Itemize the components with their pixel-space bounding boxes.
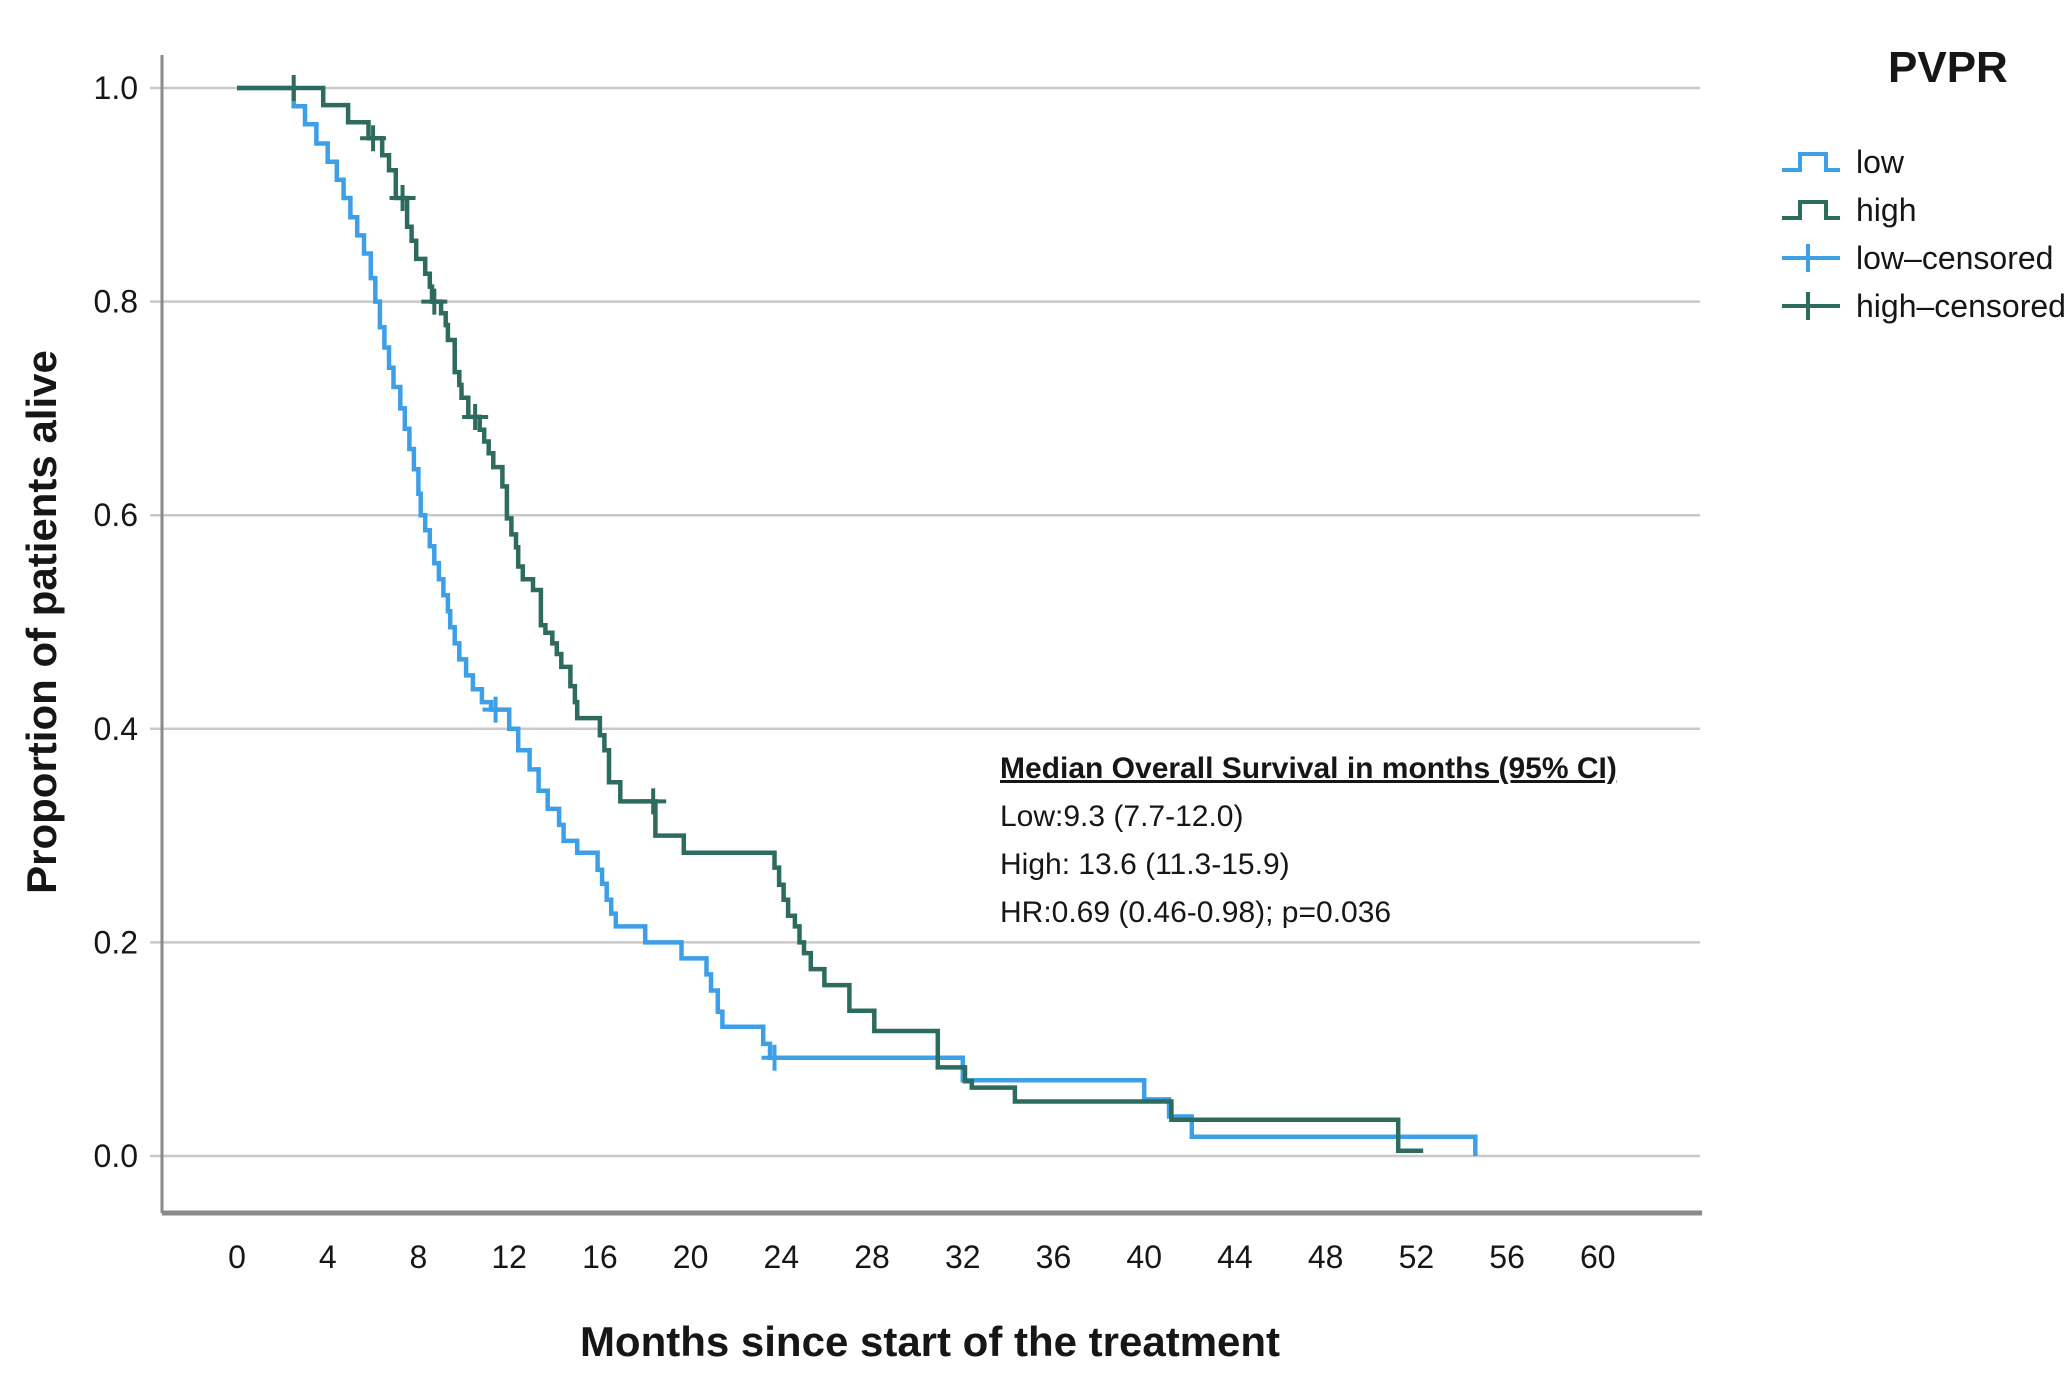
legend-item-label: low — [1856, 144, 1905, 180]
legend-items: low high low–censored high–censored — [1782, 144, 2064, 324]
x-tick-label: 16 — [582, 1239, 618, 1275]
x-tick-label: 20 — [673, 1239, 709, 1275]
legend-step-glyph-icon — [1782, 200, 1840, 220]
survival-curve-high — [237, 85, 1424, 1153]
y-tick-label: 0.2 — [94, 924, 138, 960]
x-tick-label: 40 — [1126, 1239, 1162, 1275]
legend-item-low: low — [1782, 144, 1905, 180]
annotation-line-high: High: 13.6 (11.3-15.9) — [1000, 848, 1290, 881]
gridlines — [150, 86, 1700, 1158]
x-tick-label: 56 — [1489, 1239, 1525, 1275]
legend-title: PVPR — [1888, 43, 2008, 92]
plot-frame — [160, 55, 1702, 1216]
legend-item-label: high–censored — [1856, 288, 2064, 324]
legend-item-high-censored: high–censored — [1782, 288, 2064, 324]
x-tick-label: 60 — [1580, 1239, 1616, 1275]
x-tick-label: 24 — [764, 1239, 800, 1275]
y-tick-label: 0.0 — [94, 1138, 138, 1174]
x-tick-label: 8 — [410, 1239, 428, 1275]
legend: PVPR low high low–censored high–censored — [1782, 43, 2064, 324]
x-tick-label: 0 — [228, 1239, 246, 1275]
annotation-line-hr: HR:0.69 (0.46-0.98); p=0.036 — [1000, 896, 1391, 929]
censor-mark-low — [482, 696, 509, 723]
x-tick-label: 32 — [945, 1239, 981, 1275]
survival-curve-low — [237, 85, 1478, 1156]
survival-curves — [237, 85, 1478, 1156]
y-axis-title: Proportion of patients alive — [18, 350, 65, 894]
y-tick-label: 0.6 — [94, 497, 138, 533]
censor-mark-high — [462, 403, 489, 430]
median-os-annotation: Median Overall Survival in months (95% C… — [1000, 752, 1617, 929]
legend-censor-glyph-icon — [1782, 292, 1840, 320]
y-tick-label: 0.8 — [94, 284, 138, 320]
legend-item-label: high — [1856, 192, 1917, 228]
x-tick-label: 28 — [854, 1239, 890, 1275]
x-tick-label: 4 — [319, 1239, 337, 1275]
x-tick-label: 12 — [491, 1239, 527, 1275]
y-tick-label: 1.0 — [94, 70, 138, 106]
censor-mark-high — [360, 125, 387, 152]
x-tick-labels: 0 4 8 12 16 20 24 28 32 36 40 44 48 52 56 60 — [228, 1239, 1615, 1275]
x-axis-title: Months since start of the treatment — [580, 1318, 1280, 1365]
annotation-title: Median Overall Survival in months (95% C… — [1000, 752, 1617, 785]
legend-censor-glyph-icon — [1782, 244, 1840, 272]
y-tick-label: 0.4 — [94, 711, 138, 747]
y-tick-labels: 0.0 0.2 0.4 0.6 0.8 1.0 — [94, 70, 138, 1174]
x-tick-label: 44 — [1217, 1239, 1253, 1275]
censor-mark-high — [640, 788, 667, 815]
censor-mark-low — [761, 1044, 788, 1071]
annotation-line-low: Low:9.3 (7.7-12.0) — [1000, 800, 1243, 833]
censor-marks — [280, 75, 788, 1071]
x-tick-label: 52 — [1399, 1239, 1435, 1275]
censor-mark-high — [280, 75, 307, 101]
legend-step-glyph-icon — [1782, 152, 1840, 172]
legend-item-high: high — [1782, 192, 1917, 228]
legend-item-label: low–censored — [1856, 240, 2053, 276]
x-tick-label: 36 — [1036, 1239, 1072, 1275]
x-tick-label: 48 — [1308, 1239, 1344, 1275]
censor-mark-high — [389, 185, 416, 212]
legend-item-low-censored: low–censored — [1782, 240, 2053, 276]
censor-mark-high — [421, 288, 448, 315]
